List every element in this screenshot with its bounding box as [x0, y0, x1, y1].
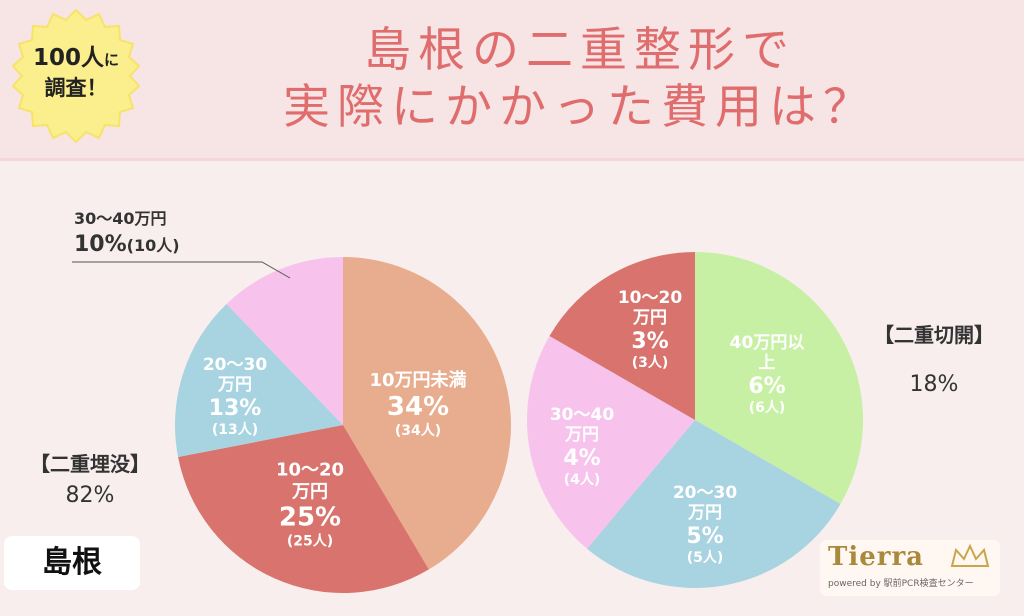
- region-label: 島根: [4, 536, 140, 590]
- slice-label-percent: 10%: [74, 232, 127, 257]
- slice-label-r-10-20: 10〜20万円 3% (3人): [613, 288, 687, 372]
- slice-label-count: (6人): [748, 400, 786, 417]
- maibotsu-slice-3: [226, 257, 343, 425]
- category-maibotsu: 【二重埋没】 82%: [10, 448, 170, 512]
- badge-particle: に: [104, 51, 120, 69]
- badge-starburst: [11, 8, 141, 144]
- logo-subtitle: powered by 駅前PCR検査センター: [828, 579, 974, 589]
- tierra-logo: Tierra powered by 駅前PCR検査センター: [820, 540, 1000, 596]
- slice-label-count: (10人): [126, 236, 180, 255]
- header: 島根の二重整形で 実際にかかった費用は？: [0, 0, 1024, 161]
- slice-label-percent: 13%: [208, 395, 262, 421]
- slice-label-over-40: 40万円以上 6% (6人): [727, 333, 807, 417]
- badge-count: 100人: [32, 45, 104, 71]
- slice-label-r-20-30: 20〜30万円 5% (5人): [668, 483, 742, 567]
- slice-label-r-30-40: 30〜40万円 4% (4人): [545, 405, 619, 489]
- title-line-2: 実際にかかった費用は？: [283, 80, 877, 135]
- sekkai-slice-0: [695, 252, 863, 504]
- slice-label-percent: 25%: [278, 502, 342, 533]
- slice-label-name: 40万円以上: [729, 333, 805, 374]
- badge-survey: 調査！: [44, 76, 108, 100]
- slice-label-percent: 6%: [748, 373, 786, 399]
- slice-label-under-10: 10万円未満 34% (34人): [369, 370, 466, 440]
- sekkai-slice-1: [587, 420, 841, 589]
- slice-label-name: 10〜20万円: [617, 288, 683, 329]
- slice-label-percent: 5%: [686, 523, 724, 549]
- slice-label-30-40-external: 30〜40万円 10%(10人): [74, 206, 180, 259]
- survey-badge-text: 100人に 調査！: [6, 44, 146, 102]
- slice-label-10-20: 10〜20万円 25% (25人): [270, 459, 350, 550]
- slice-label-count: (13人): [211, 422, 259, 439]
- slice-label-count: (5人): [686, 550, 724, 567]
- sekkai-slice-3: [549, 252, 695, 420]
- page-title: 島根の二重整形で 実際にかかった費用は？: [170, 22, 990, 136]
- pie-chart-maibotsu: [175, 257, 512, 593]
- slice-label-name: 10万円未満: [369, 370, 467, 392]
- maibotsu-slice-0: [343, 257, 512, 570]
- category-name: 【二重埋没】: [30, 452, 150, 476]
- slice-label-name: 20〜30万円: [202, 355, 268, 396]
- crown-icon: [950, 544, 990, 567]
- slice-label-count: (4人): [563, 472, 601, 489]
- category-sekkai: 【二重切開】 18%: [846, 310, 1022, 410]
- slice-label-percent: 3%: [631, 328, 669, 354]
- leader-line-30-40: [72, 261, 291, 279]
- title-line-1: 島根の二重整形で: [364, 23, 796, 78]
- slice-label-percent: 34%: [386, 391, 450, 422]
- category-name: 【二重切開】: [874, 323, 994, 347]
- logo-name: Tierra: [828, 542, 925, 572]
- slice-label-name: 20〜30万円: [672, 483, 738, 524]
- maibotsu-slice-2: [175, 303, 343, 457]
- category-share: 82%: [65, 483, 115, 508]
- slice-label-count: (25人): [286, 533, 334, 550]
- maibotsu-slice-1: [178, 425, 429, 593]
- pie-chart-sekkai: [527, 252, 863, 589]
- slice-label-count: (34人): [394, 422, 442, 439]
- slice-label-20-30: 20〜30万円 13% (13人): [198, 355, 272, 439]
- slice-label-name: 30〜40万円: [549, 405, 615, 446]
- category-share: 18%: [909, 372, 959, 397]
- slice-label-name: 30〜40万円: [74, 209, 167, 228]
- sekkai-slice-2: [527, 336, 695, 549]
- slice-label-count: (3人): [631, 355, 669, 372]
- slice-label-percent: 4%: [563, 445, 601, 471]
- slice-label-name: 10〜20万円: [275, 459, 345, 503]
- survey-badge: [11, 8, 141, 144]
